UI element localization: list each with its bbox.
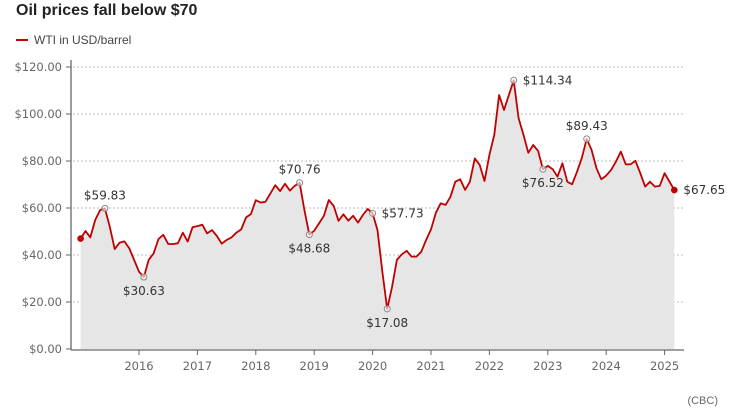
chart-title: Oil prices fall below $70	[16, 2, 198, 19]
data-label: $67.65	[683, 183, 725, 197]
annotation-marker	[305, 231, 313, 239]
x-tick-label: 2025	[650, 359, 679, 373]
x-tick-label: 2023	[533, 359, 562, 373]
data-label: $30.63	[123, 284, 165, 298]
legend-swatch	[16, 39, 28, 41]
annotation-marker	[539, 165, 547, 173]
y-tick-label: $120.00	[14, 60, 62, 74]
x-tick-label: 2016	[124, 359, 153, 373]
data-label: $17.08	[366, 316, 408, 330]
y-tick-label: $0.00	[29, 342, 62, 356]
data-label: $48.68	[288, 242, 330, 256]
y-tick-label: $20.00	[22, 295, 62, 309]
x-tick-label: 2022	[475, 359, 504, 373]
y-tick-label: $100.00	[14, 107, 62, 121]
annotation-marker	[510, 76, 518, 84]
x-tick-label: 2017	[183, 359, 212, 373]
data-label: $114.34	[523, 73, 573, 87]
y-tick-label: $80.00	[22, 154, 62, 168]
data-label: $76.52	[522, 176, 564, 190]
annotation-marker	[383, 305, 391, 313]
x-tick-label: 2019	[300, 359, 329, 373]
y-tick-label: $60.00	[22, 201, 62, 215]
data-label: $57.73	[382, 206, 424, 220]
annotation-marker	[583, 135, 591, 143]
annotation-marker	[369, 209, 377, 217]
x-tick-label: 2018	[241, 359, 270, 373]
data-label: $89.43	[566, 119, 608, 133]
annotation-marker	[296, 179, 304, 187]
source-label: (CBC)	[687, 395, 718, 407]
legend-label: WTI in USD/barrel	[34, 33, 132, 47]
data-label: $70.76	[279, 163, 321, 177]
endpoint-marker	[77, 235, 84, 242]
area-fill	[80, 80, 675, 350]
annotation-marker	[101, 204, 109, 212]
annotation-marker	[140, 273, 148, 281]
x-tick-label: 2021	[416, 359, 445, 373]
series-line	[79, 79, 676, 310]
legend: WTI in USD/barrel	[16, 33, 131, 47]
x-tick-label: 2024	[592, 359, 621, 373]
endpoint-marker	[671, 186, 678, 194]
data-label: $59.83	[84, 188, 126, 202]
y-tick-label: $40.00	[22, 248, 62, 262]
x-tick-label: 2020	[358, 359, 387, 373]
